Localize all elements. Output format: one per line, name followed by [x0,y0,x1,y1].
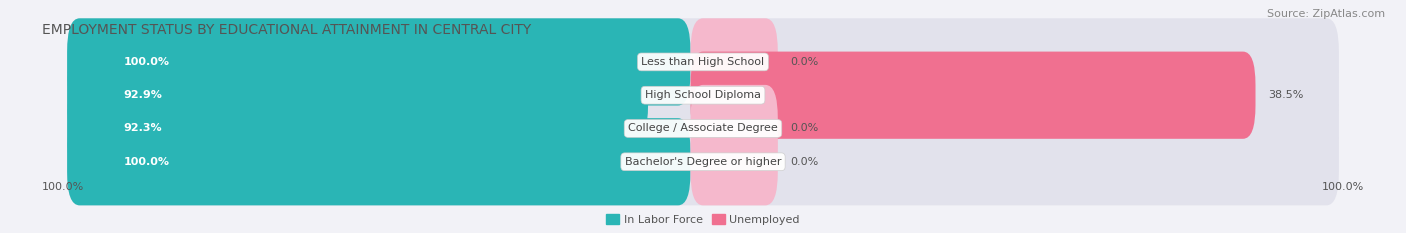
FancyBboxPatch shape [67,18,690,106]
FancyBboxPatch shape [67,118,690,205]
FancyBboxPatch shape [67,18,1339,106]
FancyBboxPatch shape [690,18,778,106]
Text: 92.3%: 92.3% [124,123,162,134]
FancyBboxPatch shape [67,118,1339,205]
Text: High School Diploma: High School Diploma [645,90,761,100]
Text: Less than High School: Less than High School [641,57,765,67]
FancyBboxPatch shape [67,85,1339,172]
Text: 100.0%: 100.0% [124,157,169,167]
Text: 100.0%: 100.0% [124,57,169,67]
FancyBboxPatch shape [690,85,778,172]
Text: 0.0%: 0.0% [790,57,818,67]
FancyBboxPatch shape [690,51,1256,139]
Legend: In Labor Force, Unemployed: In Labor Force, Unemployed [602,210,804,229]
Text: 38.5%: 38.5% [1268,90,1303,100]
FancyBboxPatch shape [690,118,778,205]
FancyBboxPatch shape [67,51,1339,139]
Text: Bachelor's Degree or higher: Bachelor's Degree or higher [624,157,782,167]
Text: 100.0%: 100.0% [1322,182,1364,192]
Text: 0.0%: 0.0% [790,157,818,167]
FancyBboxPatch shape [67,51,648,139]
Text: 100.0%: 100.0% [42,182,84,192]
Text: College / Associate Degree: College / Associate Degree [628,123,778,134]
Text: EMPLOYMENT STATUS BY EDUCATIONAL ATTAINMENT IN CENTRAL CITY: EMPLOYMENT STATUS BY EDUCATIONAL ATTAINM… [42,23,531,37]
Text: Source: ZipAtlas.com: Source: ZipAtlas.com [1267,9,1385,19]
Text: 0.0%: 0.0% [790,123,818,134]
Text: 92.9%: 92.9% [124,90,162,100]
FancyBboxPatch shape [67,85,644,172]
